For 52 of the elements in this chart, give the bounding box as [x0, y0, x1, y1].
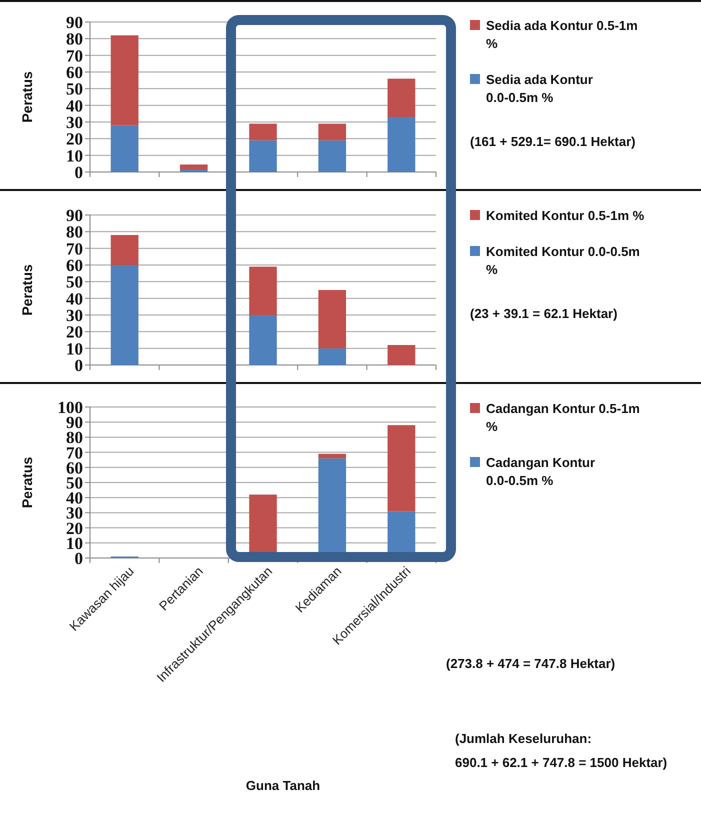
bar: [249, 266, 277, 315]
bar: [318, 140, 346, 172]
text: (161 + 529.1= 690.1 Hektar): [470, 134, 636, 149]
y-tick-label: 20: [66, 130, 83, 149]
y-tick-label: 0: [74, 162, 83, 182]
y-tick-label: 50: [66, 80, 83, 99]
bar: [110, 35, 138, 126]
y-tick-label: 50: [66, 272, 83, 292]
bar: [388, 345, 416, 365]
y-tick-label: 70: [66, 46, 83, 66]
bar: [318, 124, 346, 140]
bar: [249, 140, 277, 172]
y-tick-label: 70: [66, 239, 83, 258]
bar: [388, 117, 416, 172]
y-tick-label: 30: [66, 112, 83, 132]
legend-label: Sedia ada Kontur 0.5-1m %: [486, 18, 638, 51]
bar: [249, 124, 277, 140]
bar: [318, 348, 346, 365]
y-axis-title: Peratus: [19, 71, 35, 123]
bar: [110, 125, 138, 172]
y-tick-label: 20: [66, 322, 83, 342]
bar: [110, 235, 138, 265]
text: (23 + 39.1 = 62.1 Hektar): [470, 306, 618, 321]
legend-label: Cadangan Kontur 0.5-1m %: [486, 401, 640, 434]
y-tick-label: 80: [66, 30, 83, 49]
legend-label: Komited Kontur 0.0-0.5m %: [486, 244, 640, 277]
text: (Jumlah Keseluruhan: 690.1 + 62.1 + 747.8 = 1500 Hektar): [455, 731, 668, 770]
bar: [180, 164, 208, 170]
bar: [318, 454, 346, 458]
y-tick-label: 0: [74, 356, 83, 375]
y-axis-title: Peratus: [19, 264, 35, 316]
bar: [249, 315, 277, 365]
y-tick-label: 10: [66, 339, 83, 358]
y-tick-label: 30: [66, 306, 83, 325]
y-tick-label: 10: [66, 146, 83, 166]
y-tick-label: 80: [66, 222, 83, 242]
legend-label: Komited Kontur 0.5-1m %: [486, 208, 645, 223]
x-axis-title: Guna Tanah: [246, 778, 320, 793]
bar: [388, 425, 416, 512]
y-tick-label: 60: [66, 256, 83, 275]
y-axis-title: Peratus: [19, 456, 35, 508]
y-tick-label: 90: [66, 12, 83, 32]
y-tick-label: 60: [66, 62, 83, 82]
bar: [318, 290, 346, 348]
y-tick-label: 40: [66, 289, 83, 308]
y-tick-label: 40: [66, 96, 83, 116]
legend-label: Cadangan Kontur 0.0-0.5m %: [486, 455, 596, 488]
y-tick-label: 90: [66, 206, 83, 225]
legend-label: Sedia ada Kontur 0.0-0.5m %: [486, 72, 593, 105]
bar: [388, 78, 416, 117]
bar: [110, 265, 138, 365]
text: (273.8 + 474 = 747.8 Hektar): [446, 656, 616, 671]
